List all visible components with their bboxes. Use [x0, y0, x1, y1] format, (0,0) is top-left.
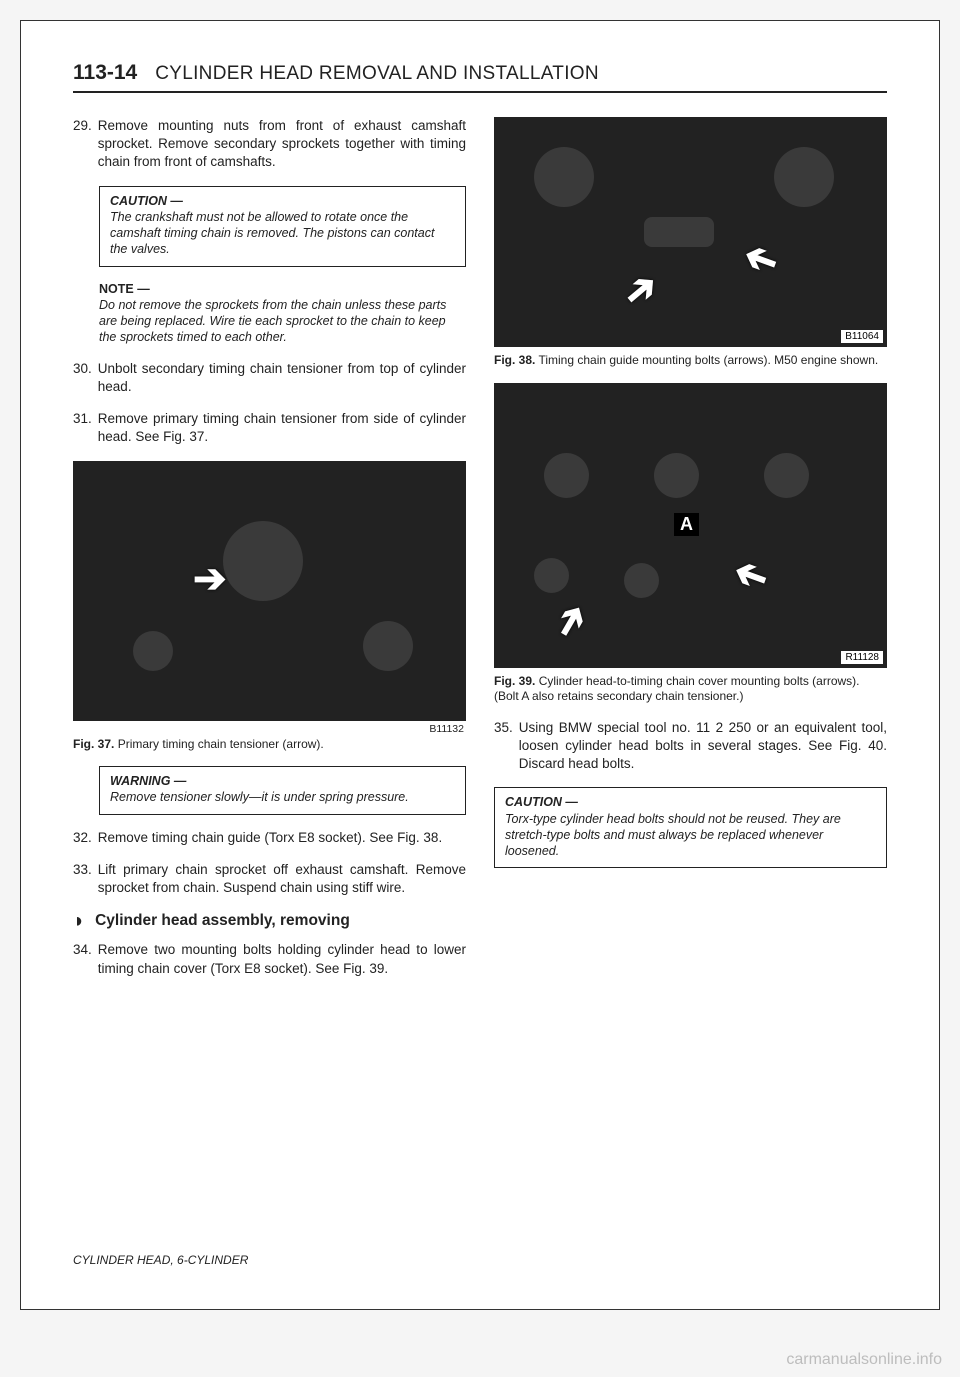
left-column: 29. Remove mounting nuts from front of e…	[73, 117, 466, 992]
step-text: Using BMW special tool no. 11 2 250 or a…	[519, 719, 887, 774]
step-number: 32.	[73, 829, 92, 847]
step-30: 30. Unbolt secondary timing chain tensio…	[73, 360, 466, 396]
step-34: 34. Remove two mounting bolts holding cy…	[73, 941, 466, 977]
warning-label: WARNING —	[110, 773, 455, 789]
warning-text: Remove tensioner slowly—it is under spri…	[110, 789, 455, 805]
step-number: 30.	[73, 360, 92, 396]
watermark: carmanualsonline.info	[786, 1351, 942, 1369]
footer-text: CYLINDER HEAD, 6-CYLINDER	[73, 1253, 248, 1267]
caution-text: Torx-type cylinder head bolts should not…	[505, 811, 876, 860]
manual-page: 113-14 CYLINDER HEAD REMOVAL AND INSTALL…	[20, 20, 940, 1310]
step-33: 33. Lift primary chain sprocket off exha…	[73, 861, 466, 897]
step-text: Remove timing chain guide (Torx E8 socke…	[98, 829, 466, 847]
label-a: A	[674, 513, 699, 536]
step-number: 31.	[73, 410, 92, 446]
content-columns: 29. Remove mounting nuts from front of e…	[73, 117, 887, 992]
caution-text: The crankshaft must not be allowed to ro…	[110, 209, 455, 258]
step-text: Lift primary chain sprocket off exhaust …	[98, 861, 466, 897]
figure-38-caption: Fig. 38. Timing chain guide mounting bol…	[494, 353, 887, 369]
step-number: 35.	[494, 719, 513, 774]
arrow-icon: ➔	[727, 548, 774, 603]
arrow-icon: ➔	[737, 233, 784, 288]
step-text: Remove two mounting bolts holding cylind…	[98, 941, 466, 977]
arrow-icon: ➔	[542, 595, 599, 647]
step-text: Unbolt secondary timing chain tensioner …	[98, 360, 466, 396]
figure-37-caption: Fig. 37. Primary timing chain tensioner …	[73, 737, 466, 753]
step-number: 29.	[73, 117, 92, 172]
figure-39-image: A ➔ ➔ R11128	[494, 383, 887, 668]
right-column: ➔ ➔ B11064 Fig. 38. Timing chain guide m…	[494, 117, 887, 992]
note-text: Do not remove the sprockets from the cha…	[99, 298, 446, 345]
step-32: 32. Remove timing chain guide (Torx E8 s…	[73, 829, 466, 847]
note-label: NOTE —	[99, 282, 150, 296]
note-box: NOTE — Do not remove the sprockets from …	[99, 281, 466, 346]
step-29: 29. Remove mounting nuts from front of e…	[73, 117, 466, 172]
figure-code-inset: R11128	[841, 651, 883, 664]
figure-code: B11132	[73, 723, 464, 735]
step-number: 33.	[73, 861, 92, 897]
page-number: 113-14	[73, 61, 137, 85]
subheading-text: Cylinder head assembly, removing	[95, 912, 350, 930]
step-35: 35. Using BMW special tool no. 11 2 250 …	[494, 719, 887, 774]
arrow-icon: ➔	[613, 262, 668, 319]
step-number: 34.	[73, 941, 92, 977]
warning-box: WARNING — Remove tensioner slowly—it is …	[99, 766, 466, 815]
pointer-icon: ◗	[73, 911, 85, 931]
page-header: 113-14 CYLINDER HEAD REMOVAL AND INSTALL…	[73, 61, 887, 85]
step-31: 31. Remove primary timing chain tensione…	[73, 410, 466, 446]
subheading: ◗ Cylinder head assembly, removing	[73, 911, 466, 931]
header-rule	[73, 91, 887, 93]
step-text: Remove mounting nuts from front of exhau…	[98, 117, 466, 172]
figure-37-image: ➔	[73, 461, 466, 721]
caution-box: CAUTION — The crankshaft must not be all…	[99, 186, 466, 267]
caution-label: CAUTION —	[110, 193, 455, 209]
figure-code-inset: B11064	[841, 330, 883, 343]
figure-38-image: ➔ ➔ B11064	[494, 117, 887, 347]
arrow-icon: ➔	[193, 556, 227, 602]
caution-label: CAUTION —	[505, 794, 876, 810]
step-text: Remove primary timing chain tensioner fr…	[98, 410, 466, 446]
page-title: CYLINDER HEAD REMOVAL AND INSTALLATION	[155, 63, 599, 85]
caution-box: CAUTION — Torx-type cylinder head bolts …	[494, 787, 887, 868]
figure-39-caption: Fig. 39. Cylinder head-to-timing chain c…	[494, 674, 887, 705]
